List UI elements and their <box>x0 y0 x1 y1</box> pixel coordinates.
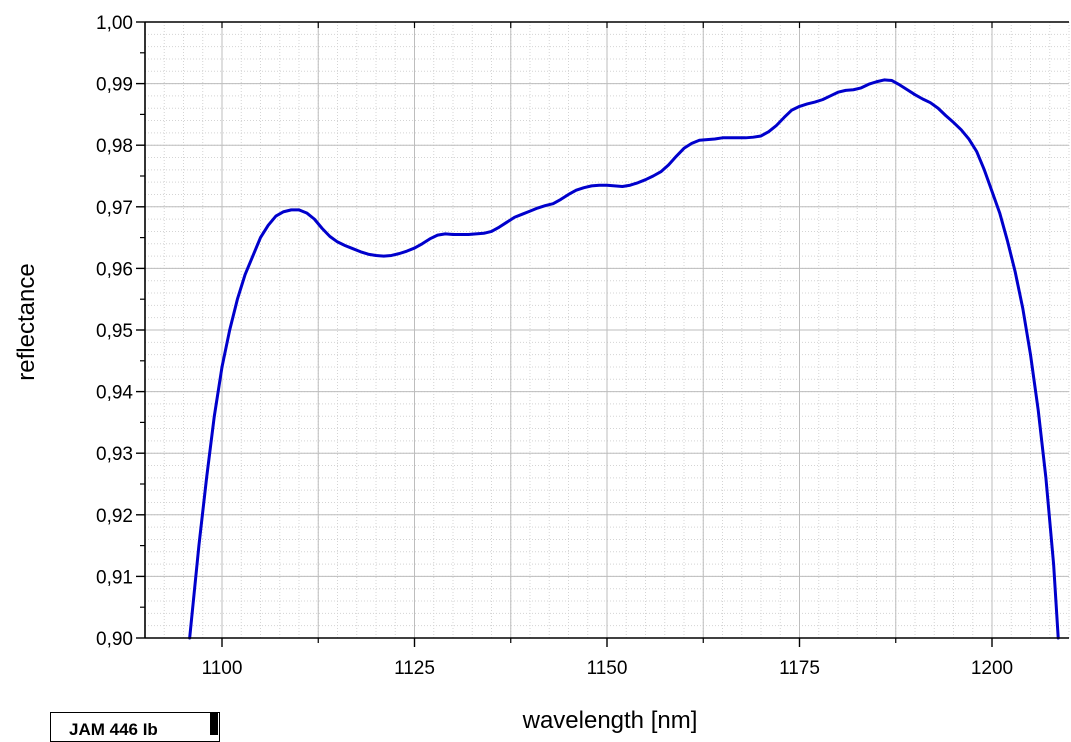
y-tick-label: 0,95 <box>96 321 133 342</box>
y-axis-title: reflectance <box>13 263 40 380</box>
y-tick-label: 0,94 <box>96 383 133 404</box>
x-tick-label: 1175 <box>779 658 820 679</box>
x-tick-label: 1150 <box>587 658 628 679</box>
y-tick-label: 0,90 <box>96 629 133 650</box>
x-tick-label: 1125 <box>394 658 435 679</box>
y-tick-label: 0,96 <box>96 259 133 280</box>
sample-tag-marker <box>210 712 218 735</box>
y-tick-label: 0,93 <box>96 444 133 465</box>
x-axis-title: wavelength [nm] <box>522 707 698 734</box>
y-tick-label: 1,00 <box>96 13 133 34</box>
reflectance-series-line <box>188 78 1060 640</box>
y-tick-label: 0,97 <box>96 198 133 219</box>
y-tick-label: 0,99 <box>96 75 133 96</box>
y-tick-label: 0,92 <box>96 506 133 527</box>
y-axis-ticks: 0,90 0,91 0,92 0,93 0,94 0,95 0,96 0,97 0,98 0,99… <box>96 13 145 650</box>
x-axis-ticks: 1100 1125 1150 1175 1200 <box>202 638 1013 679</box>
y-tick-label: 0,98 <box>96 136 133 157</box>
y-tick-label: 0,91 <box>96 567 133 588</box>
x-tick-label: 1200 <box>971 658 1013 679</box>
x-tick-label: 1100 <box>202 658 243 679</box>
sample-tag: JAM 446 Ib <box>50 712 220 742</box>
sample-tag-label: JAM 446 Ib <box>69 720 158 739</box>
